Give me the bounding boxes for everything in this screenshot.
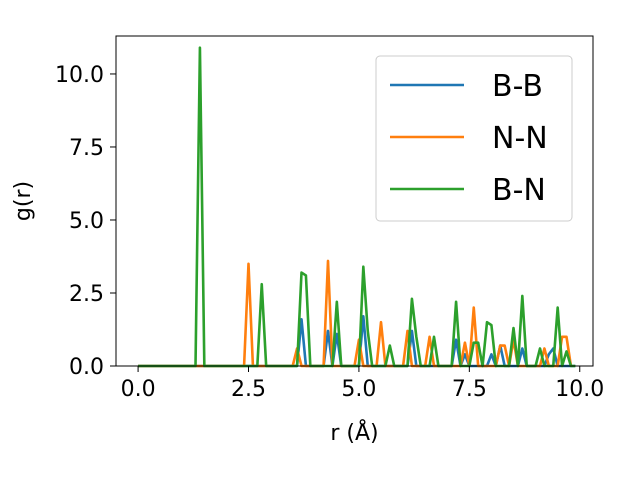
legend-label-b-n: B-N xyxy=(492,173,546,208)
y-tick-label: 10.0 xyxy=(55,63,104,88)
plot-frame xyxy=(115,35,594,367)
legend-label-b-b: B-B xyxy=(492,69,543,104)
y-axis-label: g(r) xyxy=(11,181,36,221)
x-tick-label: 7.5 xyxy=(452,377,487,402)
y-axis-ticks: 0.0 2.5 5.0 7.5 10.0 xyxy=(55,63,116,380)
y-tick-label: 7.5 xyxy=(69,136,104,161)
x-tick-label: 2.5 xyxy=(231,377,266,402)
legend: B-B N-N B-N xyxy=(375,55,573,222)
y-tick-label: 0.0 xyxy=(69,355,104,380)
x-tick-label: 5.0 xyxy=(341,377,376,402)
y-tick-label: 2.5 xyxy=(69,282,104,307)
legend-box xyxy=(375,55,573,222)
legend-label-n-n: N-N xyxy=(492,121,548,156)
x-tick-label: 0.0 xyxy=(121,377,156,402)
x-tick-label: 10.0 xyxy=(555,377,604,402)
x-axis-label: r (Å) xyxy=(330,419,378,446)
x-axis-ticks: 0.0 2.5 5.0 7.5 10.0 xyxy=(121,366,604,402)
y-tick-label: 5.0 xyxy=(69,209,104,234)
